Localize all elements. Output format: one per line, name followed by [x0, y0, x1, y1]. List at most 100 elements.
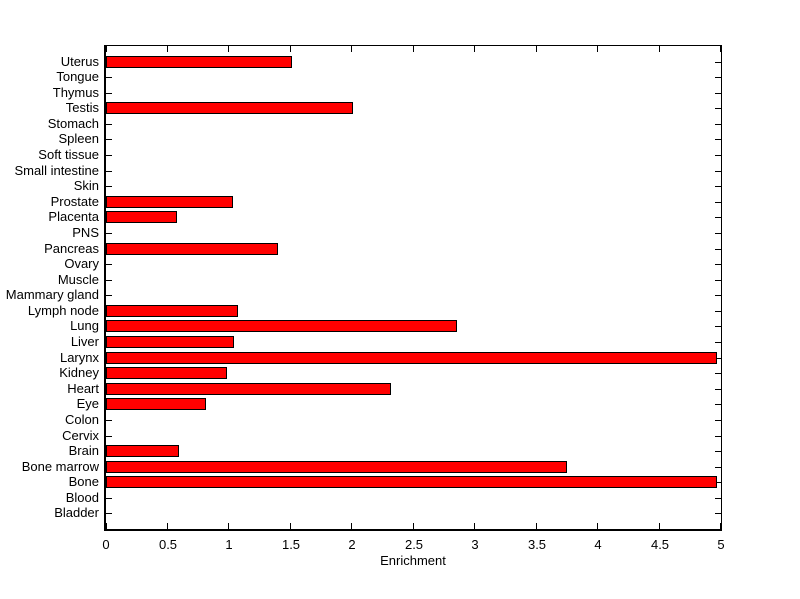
y-tick-right — [715, 108, 721, 109]
y-category-label: Prostate — [50, 194, 99, 209]
x-tick-label: 5 — [717, 537, 725, 552]
x-tick-bottom — [536, 523, 537, 529]
x-tick-label: 1.5 — [281, 537, 301, 552]
bar-eye — [106, 398, 206, 410]
y-tick-right — [715, 186, 721, 187]
y-tick-right — [715, 124, 721, 125]
y-tick-left — [106, 77, 112, 78]
y-tick-right — [715, 280, 721, 281]
y-tick-left — [106, 436, 112, 437]
y-tick-right — [715, 420, 721, 421]
x-tick-label: 2 — [348, 537, 356, 552]
y-category-label: Colon — [65, 412, 99, 427]
x-tick-top — [351, 46, 352, 52]
y-tick-left — [106, 186, 112, 187]
y-axis-labels: Uterus Tongue Thymus Testis Stomach Spleen Sof… — [0, 0, 99, 599]
y-tick-right — [715, 482, 721, 483]
y-category-label: Lymph node — [27, 303, 99, 318]
x-tick-top — [106, 46, 107, 52]
x-tick-bottom — [106, 523, 107, 529]
y-category-label: Cervix — [62, 428, 99, 443]
y-category-label: PNS — [72, 225, 99, 240]
x-tick-top — [290, 46, 291, 52]
y-category-label: Mammary gland — [5, 287, 99, 302]
bar-pancreas — [106, 243, 278, 255]
y-tick-right — [715, 295, 721, 296]
x-tick-top — [659, 46, 660, 52]
bar-larynx — [106, 352, 717, 364]
bar-uterus — [106, 56, 292, 68]
y-tick-right — [715, 311, 721, 312]
y-category-label: Lung — [70, 318, 99, 333]
y-tick-right — [715, 342, 721, 343]
y-tick-right — [715, 373, 721, 374]
y-tick-left — [106, 295, 112, 296]
y-category-label: Testis — [65, 100, 99, 115]
x-tick-top — [720, 46, 721, 52]
y-tick-right — [715, 498, 721, 499]
y-tick-right — [715, 155, 721, 156]
bar-kidney — [106, 367, 227, 379]
y-category-label: Larynx — [59, 350, 99, 365]
y-tick-right — [715, 389, 721, 390]
y-category-label: Bladder — [54, 505, 99, 520]
y-category-label: Uterus — [60, 54, 99, 69]
y-tick-left — [106, 498, 112, 499]
x-tick-label: 4 — [594, 537, 602, 552]
x-tick-bottom — [167, 523, 168, 529]
bar-placenta — [106, 211, 177, 223]
bar-bone — [106, 476, 717, 488]
y-tick-right — [715, 326, 721, 327]
bar-lung — [106, 320, 457, 332]
x-tick-top — [597, 46, 598, 52]
y-tick-right — [715, 467, 721, 468]
x-tick-bottom — [228, 523, 229, 529]
x-tick-bottom — [659, 523, 660, 529]
y-tick-left — [106, 264, 112, 265]
bar-prostate — [106, 196, 233, 208]
y-tick-right — [715, 233, 721, 234]
y-category-label: Ovary — [64, 256, 99, 271]
x-tick-bottom — [290, 523, 291, 529]
y-category-label: Small intestine — [14, 163, 99, 178]
y-tick-left — [106, 233, 112, 234]
y-tick-left — [106, 124, 112, 125]
x-tick-label: 0 — [102, 537, 110, 552]
x-tick-bottom — [597, 523, 598, 529]
y-category-label: Soft tissue — [38, 147, 99, 162]
y-category-label: Stomach — [47, 116, 99, 131]
y-category-label: Bone marrow — [21, 459, 99, 474]
y-tick-right — [715, 513, 721, 514]
y-category-label: Eye — [76, 396, 99, 411]
y-category-label: Liver — [70, 334, 99, 349]
x-tick-label: 4.5 — [650, 537, 670, 552]
y-tick-right — [715, 249, 721, 250]
y-category-label: Brain — [68, 443, 99, 458]
y-category-label: Tongue — [56, 69, 99, 84]
x-tick-top — [536, 46, 537, 52]
y-tick-left — [106, 280, 112, 281]
x-axis-label: Enrichment — [380, 553, 446, 568]
x-tick-top — [167, 46, 168, 52]
y-tick-left — [106, 513, 112, 514]
x-tick-label: 3 — [471, 537, 479, 552]
y-tick-right — [715, 217, 721, 218]
y-tick-left — [106, 155, 112, 156]
bar-brain — [106, 445, 179, 457]
x-tick-label: 2.5 — [404, 537, 424, 552]
x-tick-label: 0.5 — [158, 537, 178, 552]
bar-bone-marrow — [106, 461, 567, 473]
y-tick-right — [715, 358, 721, 359]
bar-liver — [106, 336, 234, 348]
y-tick-right — [715, 436, 721, 437]
y-category-label: Thymus — [52, 85, 99, 100]
y-tick-right — [715, 451, 721, 452]
y-tick-left — [106, 171, 112, 172]
x-tick-top — [474, 46, 475, 52]
x-tick-top — [228, 46, 229, 52]
y-category-label: Spleen — [58, 131, 99, 146]
y-tick-right — [715, 77, 721, 78]
y-category-label: Muscle — [57, 272, 99, 287]
y-category-label: Heart — [67, 381, 99, 396]
